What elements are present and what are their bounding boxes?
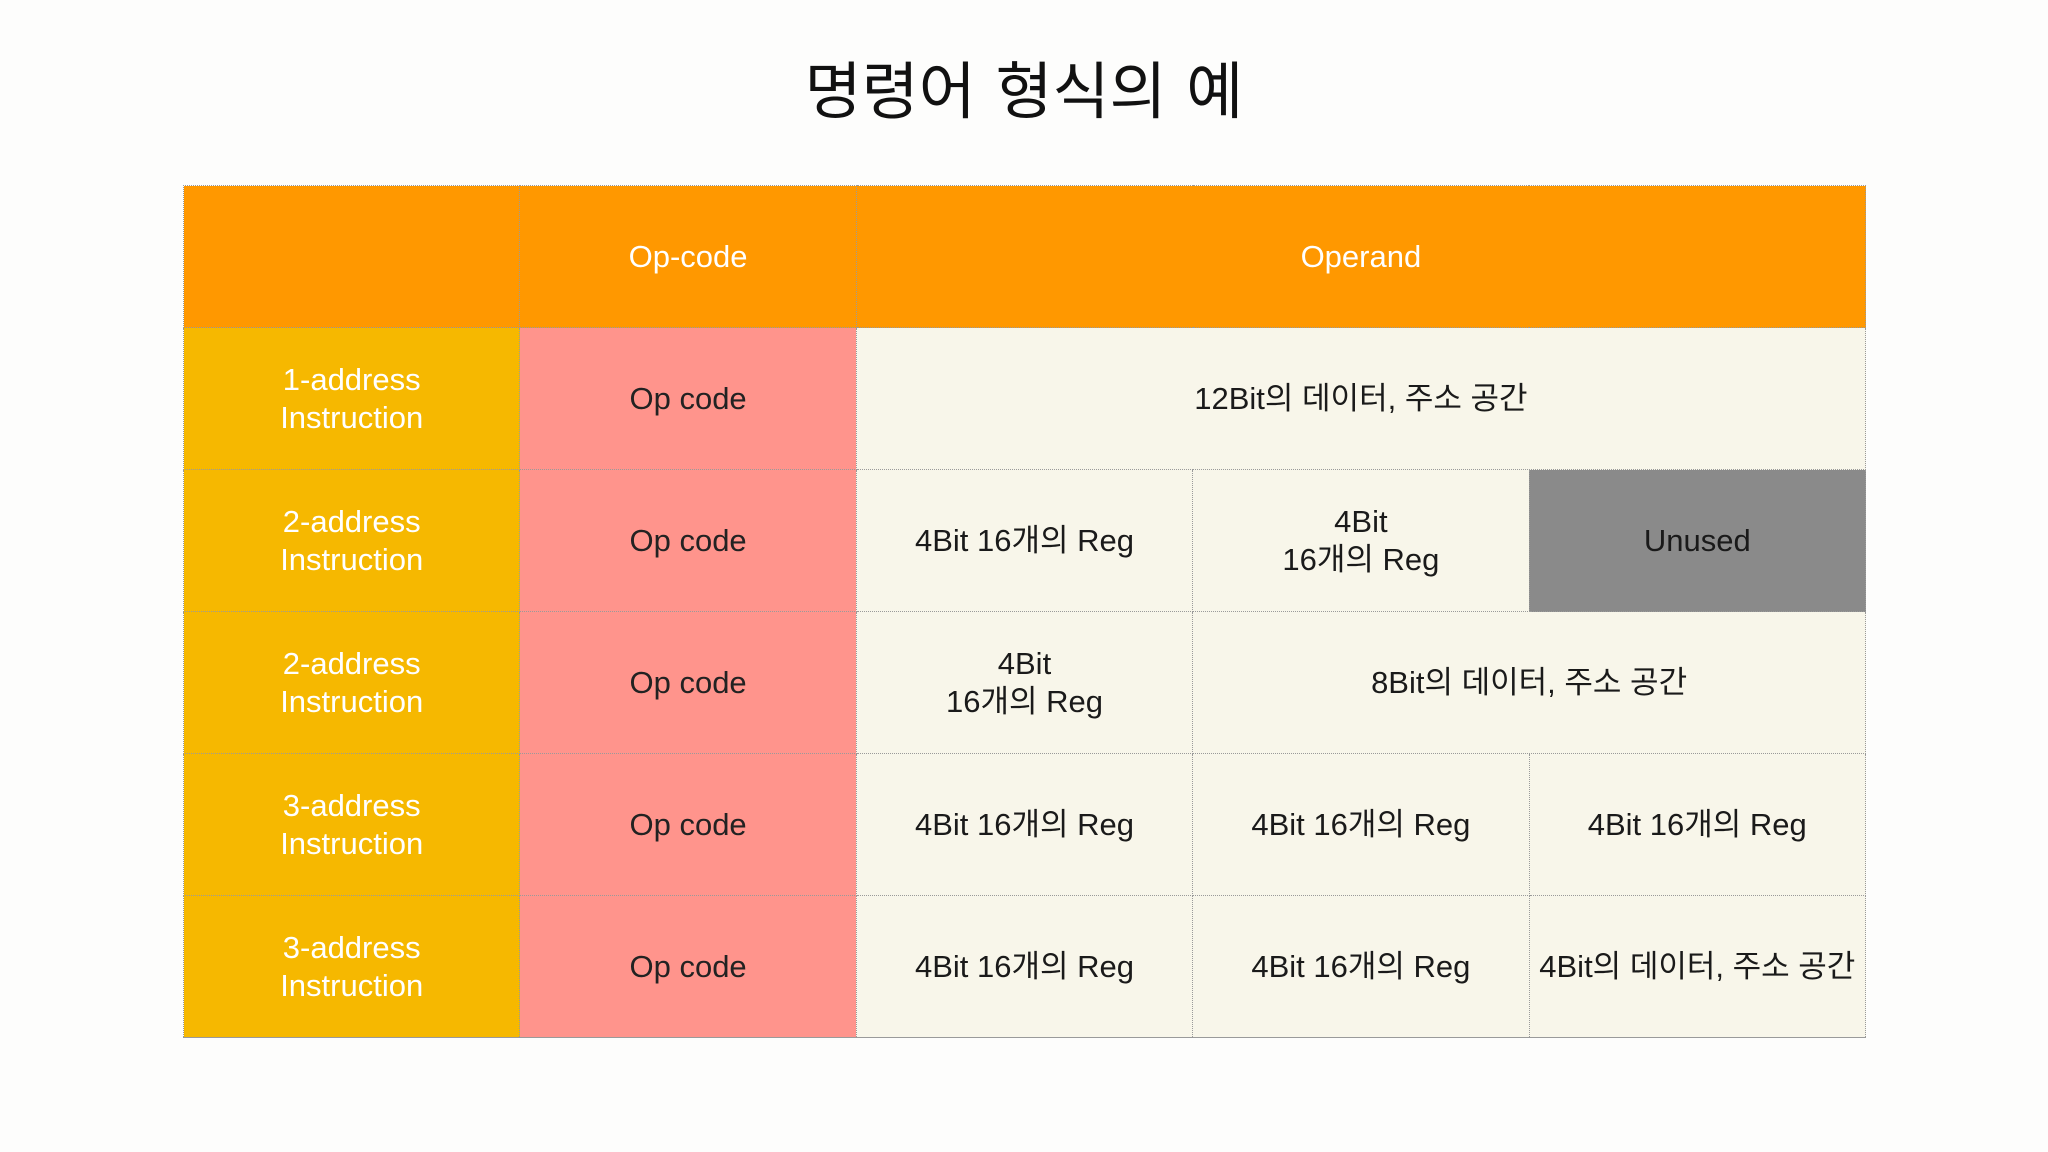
operand-cell: 4Bit 16개의 Reg [1192, 753, 1530, 896]
operand-cell: 4Bit 16개의 Reg [1192, 469, 1530, 612]
operand-cell: 4Bit 16개의 Reg [855, 469, 1194, 612]
table-row: 1-address Instruction Op code 12Bit의 데이터… [182, 327, 1867, 470]
operand-cell: 4Bit 16개의 Reg [855, 611, 1194, 754]
operand-cell: 4Bit의 데이터, 주소 공간 [1528, 895, 1867, 1038]
header-row: Op-code Operand [182, 185, 1867, 328]
table-row: 2-address Instruction Op code 4Bit 16개의 … [182, 611, 1866, 754]
operand-cell: 4Bit 16개의 Reg [855, 753, 1194, 896]
opcode-cell: Op code [519, 611, 857, 754]
operand-cell: 8Bit의 데이터, 주소 공간 [1192, 611, 1866, 754]
operand-cell: 12Bit의 데이터, 주소 공간 [855, 327, 1867, 470]
row-label: 3-address Instruction [182, 753, 521, 896]
instruction-format-table: Op-code Operand 1-address Instruction Op… [182, 185, 1867, 1038]
table-row: 3-address Instruction Op code 4Bit 16개의 … [182, 895, 1867, 1038]
operand-cell: 4Bit 16개의 Reg [1528, 753, 1867, 896]
header-blank-cell [182, 185, 521, 328]
opcode-cell: Op code [519, 753, 857, 896]
opcode-cell: Op code [519, 327, 857, 470]
row-label: 2-address Instruction [182, 469, 521, 612]
header-operand: Operand [855, 185, 1867, 328]
row-label: 3-address Instruction [182, 895, 521, 1038]
opcode-cell: Op code [519, 895, 857, 1038]
opcode-cell: Op code [519, 469, 857, 612]
row-label: 2-address Instruction [182, 611, 521, 754]
operand-cell: 4Bit 16개의 Reg [855, 895, 1194, 1038]
unused-cell: Unused [1528, 469, 1867, 612]
table-row: 3-address Instruction Op code 4Bit 16개의 … [182, 753, 1867, 896]
table-row: 2-address Instruction Op code 4Bit 16개의 … [182, 469, 1867, 612]
operand-cell: 4Bit 16개의 Reg [1192, 895, 1530, 1038]
header-opcode: Op-code [519, 185, 857, 328]
page-title: 명령어 형식의 예 [804, 55, 1244, 128]
row-label: 1-address Instruction [182, 327, 521, 470]
